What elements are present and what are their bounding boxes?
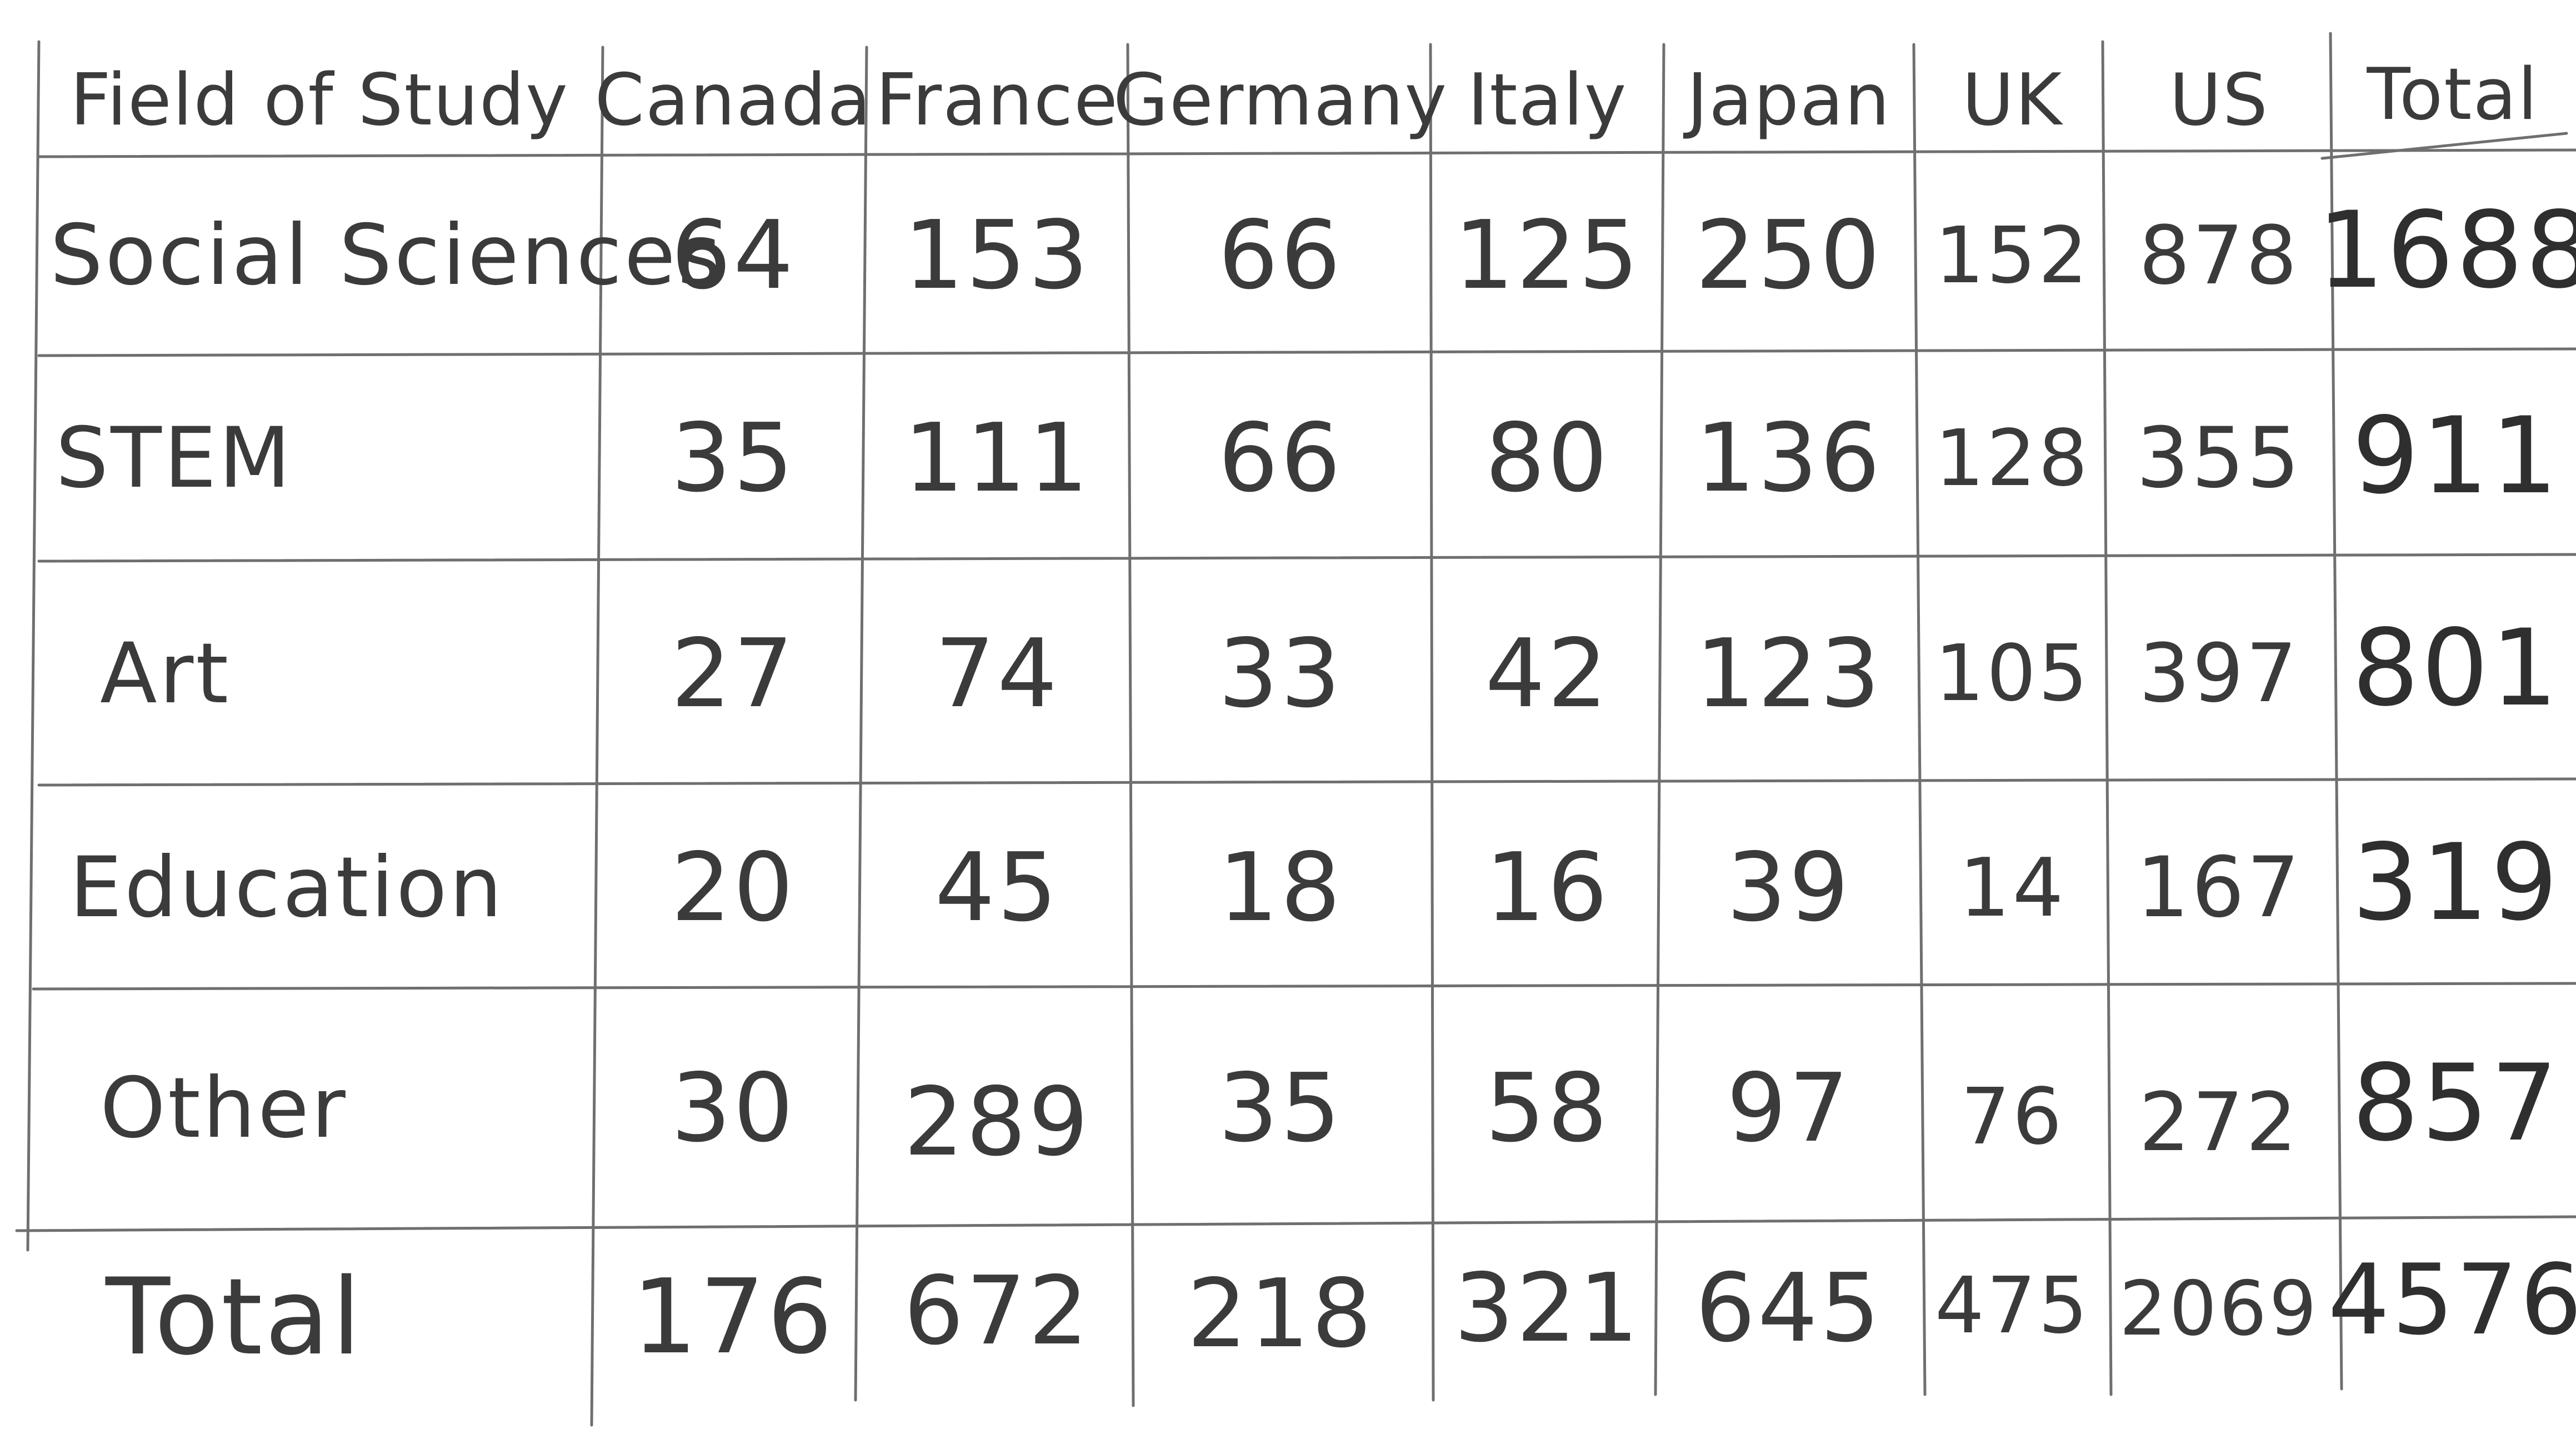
cell-other-italy: 58 (1485, 1053, 1610, 1163)
header-total: Total (2367, 53, 2539, 136)
cell-art-germany: 33 (1218, 618, 1343, 729)
cell-total-canada: 176 (632, 1257, 835, 1377)
cell-art-uk: 105 (1934, 628, 2090, 719)
header-field-of-study: Field of Study (70, 58, 569, 142)
cell-other-france: 289 (903, 1067, 1091, 1177)
row-label-social-sciences: Social Sciences (50, 207, 724, 304)
cell-education-france: 45 (934, 833, 1060, 943)
cell-art-canada: 27 (671, 618, 796, 729)
cell-total-us: 2069 (2119, 1265, 2319, 1352)
cell-education-canada: 20 (671, 833, 796, 943)
cell-other-germany: 35 (1218, 1053, 1343, 1163)
cell-other-uk: 76 (1960, 1071, 2064, 1162)
cell-total-japan: 645 (1695, 1253, 1883, 1363)
cell-stem-total: 911 (2352, 394, 2560, 517)
cell-education-us: 167 (2136, 840, 2302, 936)
header-uk: UK (1962, 58, 2063, 142)
row-label-total: Total (106, 1255, 363, 1378)
cell-total-total: 4576 (2328, 1243, 2576, 1357)
cell-stem-japan: 136 (1695, 403, 1883, 513)
cell-art-france: 74 (934, 618, 1060, 729)
header-france: France (876, 58, 1119, 142)
cell-other-us: 272 (2139, 1075, 2299, 1170)
cell-other-canada: 30 (671, 1053, 796, 1163)
cell-art-italy: 42 (1485, 618, 1610, 729)
cell-social-sciences-japan: 250 (1695, 201, 1883, 311)
cell-social-sciences-italy: 125 (1454, 201, 1641, 311)
cell-social-sciences-france: 153 (903, 201, 1091, 311)
cell-total-italy: 321 (1454, 1253, 1641, 1363)
cell-total-germany: 218 (1187, 1259, 1374, 1369)
row-label-education: Education (69, 840, 504, 936)
cell-total-france: 672 (903, 1256, 1091, 1366)
cell-education-total: 319 (2352, 821, 2560, 944)
cell-stem-france: 111 (903, 403, 1091, 513)
row-label-stem: STEM (56, 410, 293, 507)
cell-stem-canada: 35 (671, 403, 796, 513)
cell-social-sciences-germany: 66 (1218, 201, 1343, 311)
row-label-other: Other (100, 1060, 348, 1157)
cell-social-sciences-total: 1688 (2317, 188, 2576, 312)
cell-other-japan: 97 (1726, 1053, 1852, 1163)
row-label-art: Art (100, 625, 231, 722)
header-germany: Germany (1113, 58, 1448, 142)
cell-stem-us: 355 (2136, 410, 2302, 507)
cell-education-uk: 14 (1959, 841, 2066, 935)
cell-social-sciences-uk: 152 (1934, 210, 2090, 301)
cell-stem-italy: 80 (1485, 403, 1610, 513)
cell-education-japan: 39 (1726, 833, 1852, 943)
cell-art-total: 801 (2352, 607, 2560, 730)
cell-art-us: 397 (2139, 627, 2299, 721)
header-canada: Canada (594, 58, 872, 142)
cell-stem-uk: 128 (1934, 413, 2090, 504)
cell-social-sciences-us: 878 (2139, 208, 2299, 303)
cell-other-total: 857 (2352, 1041, 2560, 1165)
cell-education-germany: 18 (1218, 833, 1343, 943)
cell-total-uk: 475 (1934, 1260, 2090, 1351)
header-us: US (2169, 58, 2269, 142)
cell-education-italy: 16 (1485, 833, 1610, 943)
cell-stem-germany: 66 (1218, 403, 1343, 513)
cell-art-japan: 123 (1695, 618, 1883, 729)
header-italy: Italy (1467, 58, 1628, 142)
header-japan: Japan (1687, 58, 1891, 142)
cell-social-sciences-canada: 64 (671, 201, 796, 311)
